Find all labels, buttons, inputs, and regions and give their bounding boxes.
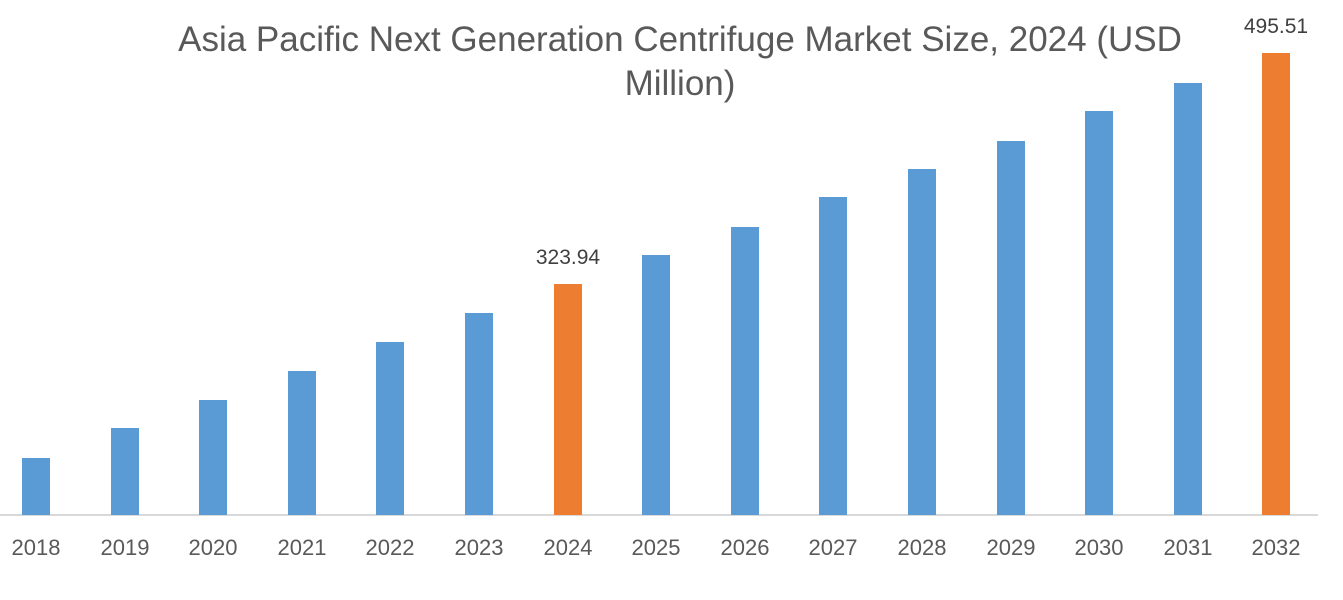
- bar-2021: [288, 371, 316, 515]
- bar-2029: [997, 141, 1025, 515]
- bar-2027: [819, 197, 847, 515]
- x-tick-label: 2022: [365, 535, 415, 560]
- x-tick-label: 2020: [188, 535, 238, 560]
- x-tick-label: 2018: [11, 535, 61, 560]
- x-tick-label: 2032: [1251, 535, 1301, 560]
- bar-2030: [1085, 111, 1113, 515]
- x-tick-label: 2030: [1074, 535, 1124, 560]
- bar-2028: [908, 169, 936, 515]
- x-tick-label: 2024: [543, 535, 593, 560]
- bar-2023: [465, 313, 493, 515]
- data-label-2024: 323.94: [535, 246, 601, 269]
- bar-2019: [111, 428, 139, 515]
- data-label-2032: 495.51: [1243, 15, 1309, 38]
- bar-2032: [1262, 53, 1290, 515]
- x-tick-label: 2019: [100, 535, 150, 560]
- x-tick-label: 2028: [897, 535, 947, 560]
- x-tick-label: 2029: [986, 535, 1036, 560]
- x-axis-line: [0, 514, 1318, 516]
- chart-title-line-2: Million): [624, 64, 736, 103]
- bar-2018: [22, 458, 50, 515]
- x-tick-label: 2021: [277, 535, 327, 560]
- bar-2026: [731, 227, 759, 515]
- bar-2031: [1174, 83, 1202, 515]
- bar-2025: [642, 255, 670, 515]
- chart-title-line-1: Asia Pacific Next Generation Centrifuge …: [178, 20, 1182, 59]
- bar-2024: [554, 284, 582, 515]
- x-tick-label: 2031: [1163, 535, 1213, 560]
- chart-title: Asia Pacific Next Generation Centrifuge …: [140, 18, 1220, 106]
- x-tick-label: 2023: [454, 535, 504, 560]
- x-tick-label: 2027: [808, 535, 858, 560]
- x-tick-label: 2025: [631, 535, 681, 560]
- bar-2020: [199, 400, 227, 515]
- bar-2022: [376, 342, 404, 515]
- x-tick-label: 2026: [720, 535, 770, 560]
